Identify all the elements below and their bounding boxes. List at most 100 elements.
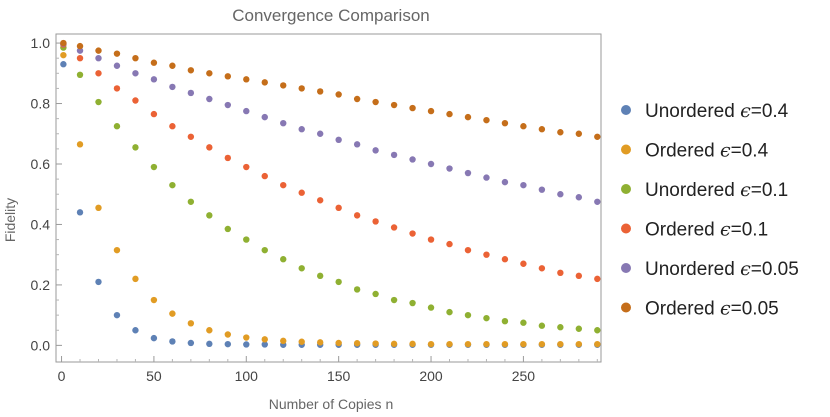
data-point: [169, 181, 176, 189]
data-point: [132, 144, 139, 151]
data-point: [575, 340, 583, 348]
data-point: [409, 299, 416, 307]
data-point: [243, 341, 250, 348]
data-point: [557, 340, 564, 348]
y-tick-label: 1.0: [31, 35, 51, 51]
data-point: [353, 95, 361, 103]
data-point: [169, 338, 176, 345]
data-point: [538, 126, 546, 133]
legend-label: Ordered ϵ=0.1: [645, 219, 768, 241]
data-point: [95, 47, 102, 54]
legend-marker: [621, 184, 631, 194]
data-point: [132, 54, 139, 62]
y-axis-ticks: 0.0 0.2 0.4 0.6 0.8 1.0: [31, 35, 62, 353]
data-point: [446, 308, 453, 316]
data-point: [353, 212, 361, 219]
data-point: [316, 272, 324, 280]
data-point: [113, 311, 121, 319]
x-axis-label: Number of Copies n: [269, 396, 394, 412]
data-point: [409, 340, 416, 348]
data-point: [501, 119, 509, 127]
data-point: [520, 319, 527, 326]
data-point: [187, 89, 195, 97]
data-point: [427, 236, 435, 243]
x-tick-label: 100: [235, 368, 259, 384]
data-point: [538, 186, 546, 193]
data-point: [224, 154, 232, 162]
data-point: [353, 340, 361, 347]
data-point: [187, 320, 195, 327]
plot-frame: [55, 33, 602, 363]
data-point: [261, 79, 268, 86]
x-axis-ticks: 0 50 100 150 200 250: [58, 356, 598, 384]
y-tick-label: 0.2: [31, 277, 51, 293]
data-point: [594, 340, 601, 348]
legend-marker: [621, 223, 631, 234]
data-point: [557, 191, 564, 198]
data-point: [335, 91, 342, 98]
data-point: [335, 339, 342, 347]
y-tick-label: 0.4: [31, 216, 51, 232]
data-point: [224, 225, 232, 233]
data-point: [224, 340, 232, 348]
data-point: [353, 141, 361, 148]
data-point: [483, 116, 490, 124]
data-point: [390, 296, 398, 304]
data-point: [372, 290, 379, 298]
data-point: [501, 317, 509, 325]
data-point: [298, 85, 305, 92]
data-point: [169, 62, 176, 69]
data-point: [538, 340, 546, 348]
data-point: [483, 340, 490, 348]
data-point: [187, 339, 195, 347]
x-tick-label: 0: [58, 368, 66, 384]
data-point: [95, 70, 102, 77]
data-point: [261, 246, 268, 254]
data-point: [575, 130, 583, 137]
series-4: [60, 40, 601, 205]
data-point: [390, 340, 398, 348]
data-point: [113, 123, 121, 130]
data-point: [298, 126, 305, 133]
data-point: [76, 209, 84, 216]
data-point: [169, 123, 176, 130]
data-point: [575, 325, 583, 332]
data-point: [298, 265, 305, 272]
data-point: [150, 76, 158, 83]
data-point: [372, 98, 379, 106]
data-point: [372, 147, 379, 154]
data-point: [594, 198, 601, 205]
data-point: [132, 275, 139, 283]
data-point: [520, 340, 527, 348]
data-point: [501, 178, 509, 186]
data-point: [483, 174, 490, 181]
data-point: [575, 272, 583, 280]
data-point: [557, 324, 564, 331]
data-point: [113, 246, 121, 254]
data-point: [280, 337, 287, 345]
data-point: [261, 341, 268, 348]
x-tick-label: 150: [327, 368, 351, 384]
data-point: [520, 260, 527, 267]
data-point: [298, 338, 305, 345]
data-point: [243, 334, 250, 341]
data-point: [298, 189, 305, 196]
data-point: [538, 322, 546, 329]
data-point: [280, 181, 287, 189]
data-point: [206, 95, 213, 103]
legend-marker: [621, 302, 631, 313]
data-point: [243, 236, 250, 243]
data-point: [113, 62, 121, 69]
y-tick-label: 0.0: [31, 337, 51, 353]
data-point: [464, 113, 472, 121]
x-tick-label: 50: [146, 368, 162, 384]
data-point: [132, 70, 139, 77]
chart-title: Convergence Comparison: [232, 6, 430, 25]
data-point: [243, 107, 250, 115]
data-point: [187, 67, 195, 74]
data-point: [538, 265, 546, 272]
data-point: [95, 98, 102, 106]
y-tick-label: 0.6: [31, 156, 51, 172]
series-2: [60, 44, 601, 334]
